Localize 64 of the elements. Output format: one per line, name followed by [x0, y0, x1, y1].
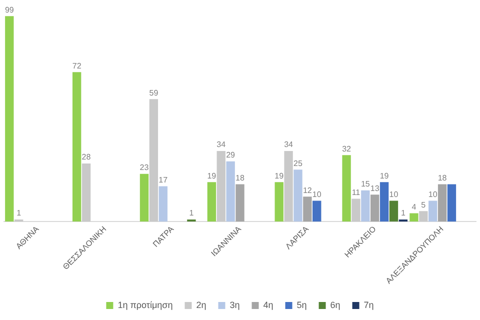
bar: [389, 200, 398, 222]
data-label: 12: [302, 186, 312, 195]
bar: [294, 170, 302, 222]
legend-label: 5η: [296, 300, 307, 310]
data-label: 23: [140, 163, 150, 172]
bar: [438, 184, 447, 222]
bar: [410, 213, 418, 222]
bar: [187, 219, 196, 222]
data-label: 10: [389, 190, 399, 200]
data-label: 1: [16, 208, 22, 218]
bar: [236, 184, 244, 222]
bar: [370, 194, 380, 222]
legend-label: 2η: [196, 300, 206, 310]
legend-label: 4η: [263, 300, 274, 310]
bar: [312, 200, 322, 222]
bar: [361, 190, 370, 222]
bar: [149, 99, 158, 222]
data-label: 10: [312, 190, 322, 200]
bar: [5, 16, 14, 222]
data-label: 18: [438, 173, 448, 182]
data-label: 59: [149, 88, 159, 98]
bar: [428, 200, 438, 222]
data-label: 18: [236, 173, 245, 182]
bar: [398, 219, 408, 222]
bar: [342, 155, 351, 222]
data-label: 19: [207, 171, 217, 180]
data-label: 19: [274, 171, 284, 180]
data-label: 34: [284, 140, 294, 150]
legend-label: 3η: [230, 300, 240, 310]
data-label: 1: [189, 208, 194, 218]
data-label: 99: [4, 5, 14, 14]
data-label: 17: [158, 175, 168, 184]
bar: [207, 182, 216, 222]
bar: [14, 219, 24, 222]
bar: [72, 72, 82, 222]
data-label: 11: [352, 188, 361, 197]
data-label: 19: [380, 171, 390, 180]
bar: [419, 211, 428, 222]
data-label: 29: [226, 150, 236, 160]
bar: [216, 150, 226, 222]
bar: [158, 186, 168, 222]
data-label: 28: [82, 152, 92, 162]
bar: [447, 184, 456, 222]
data-label: 34: [216, 140, 226, 150]
data-label: 10: [428, 190, 438, 200]
data-label: 32: [342, 144, 352, 154]
data-label: 5: [421, 200, 426, 210]
bar: [82, 163, 91, 222]
data-label: 25: [294, 158, 303, 168]
data-label: 13: [370, 184, 380, 193]
data-label: 72: [72, 61, 82, 70]
bar: [284, 150, 293, 222]
data-label: 15: [360, 180, 370, 189]
legend-label: 7η: [364, 300, 374, 310]
data-label: 4: [412, 202, 417, 212]
bar: [380, 182, 389, 222]
bar: [303, 196, 312, 222]
bar: [274, 182, 284, 222]
bar: [140, 174, 149, 222]
bar: [226, 161, 235, 222]
data-label: 1: [400, 208, 406, 218]
legend-label: 1η προτίμηση: [118, 300, 173, 310]
bar: [352, 198, 360, 222]
legend-label: 6η: [330, 300, 340, 310]
